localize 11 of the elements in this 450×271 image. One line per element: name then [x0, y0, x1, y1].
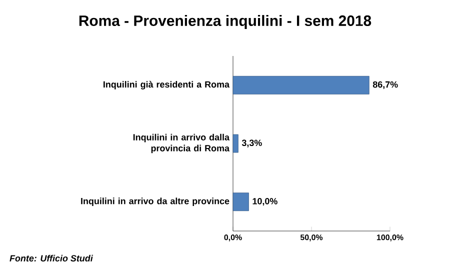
chart-title: Roma - Provenienza inquilini - I sem 2018	[79, 15, 372, 29]
y-tick-label: Inquilini in arrivo da altre province	[81, 198, 230, 206]
y-tick-label: Inquilini già residenti a Roma	[104, 80, 230, 90]
source-note: Fonte: Ufficio Studi	[10, 254, 94, 262]
bar	[232, 192, 249, 212]
data-label: 3,3%	[242, 140, 262, 148]
bar	[232, 134, 238, 153]
data-label: 86,7%	[372, 81, 398, 89]
data-label: 10,0%	[252, 198, 278, 206]
y-tick-label: Inquilini in arrivo dalla provincia di Roma	[133, 134, 230, 154]
bar	[232, 76, 370, 94]
